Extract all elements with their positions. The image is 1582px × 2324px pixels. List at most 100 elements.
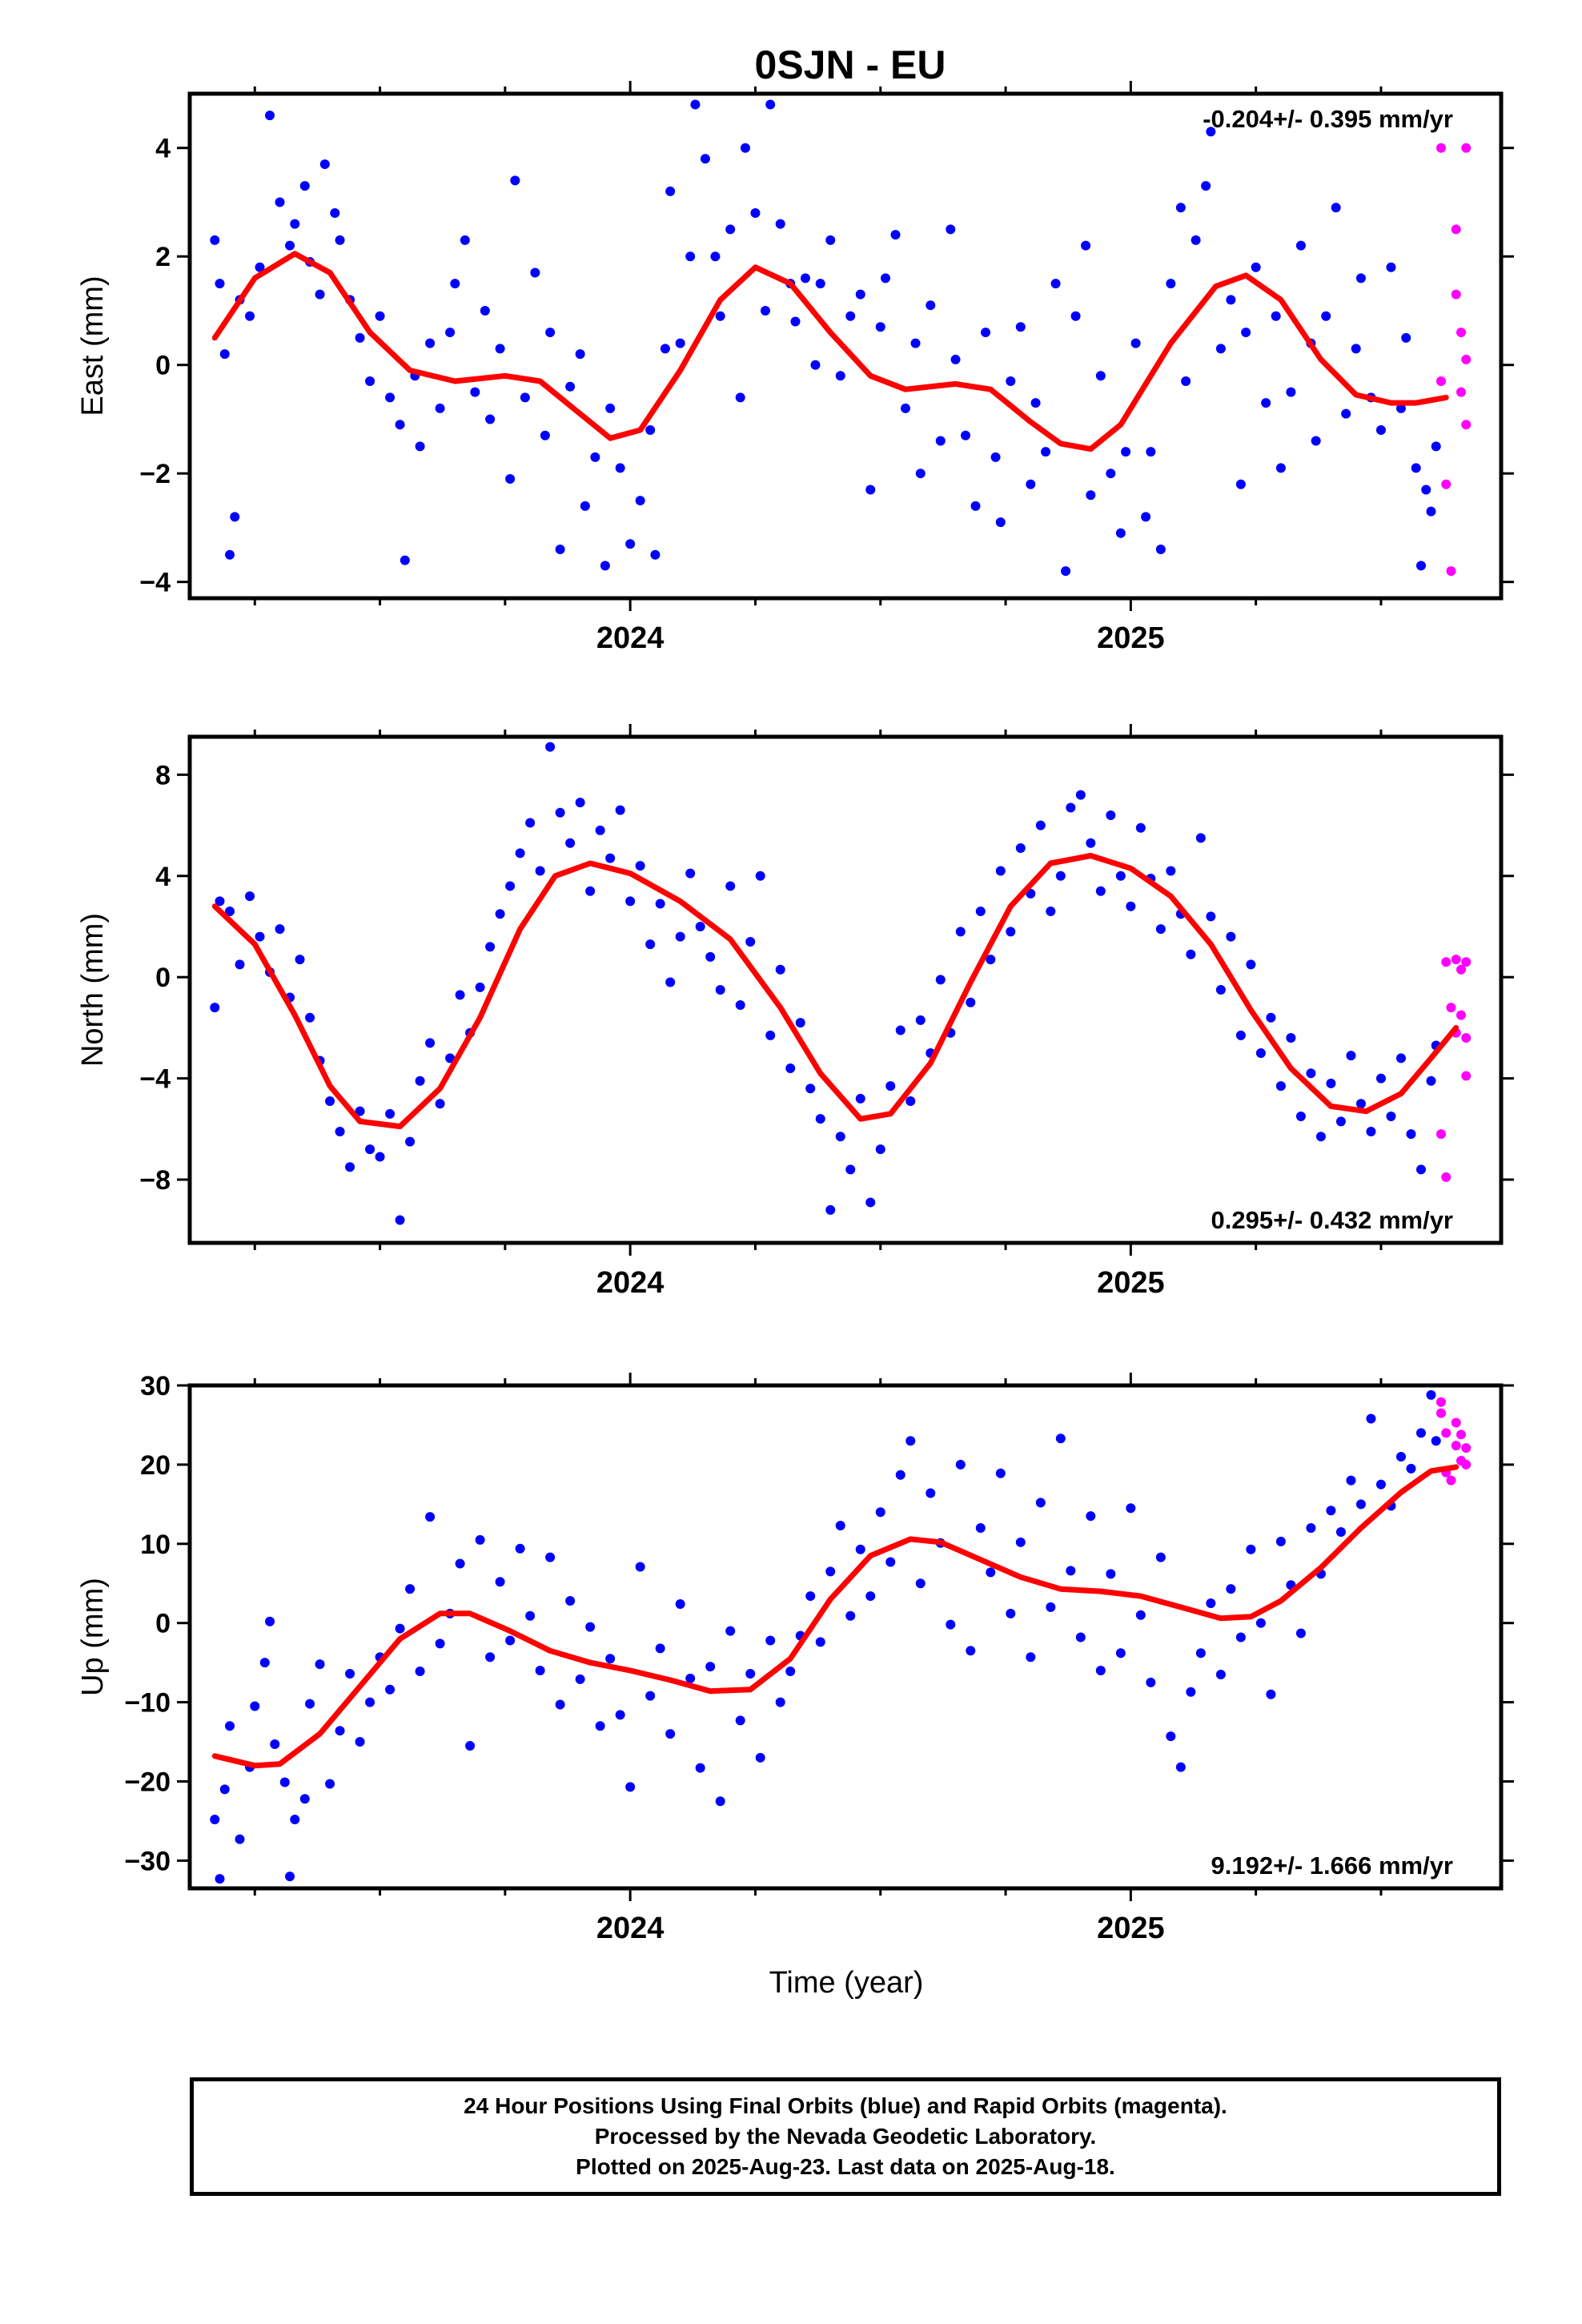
east-final-point: [480, 305, 490, 316]
east-final-point: [690, 99, 701, 110]
north-final-point: [545, 742, 556, 752]
east-final-point: [1431, 441, 1441, 452]
up-xtick-label: 2024: [596, 1912, 665, 1945]
footer-line-2: Processed by the Nevada Geodetic Laborat…: [594, 2124, 1097, 2149]
up-final-point: [595, 1721, 605, 1731]
east-final-point: [935, 436, 946, 446]
east-final-point: [810, 360, 821, 370]
east-final-point: [1275, 463, 1286, 473]
north-final-point: [695, 922, 705, 931]
east-final-point: [510, 175, 520, 186]
east-rate-label: -0.204+/- 0.395 mm/yr: [1203, 105, 1453, 133]
north-rapid-point: [1461, 1033, 1472, 1043]
footer-line-3: Plotted on 2025-Aug-23. Last data on 202…: [576, 2154, 1115, 2179]
up-plot-frame: [187, 1383, 1504, 1891]
north-final-point: [855, 1093, 865, 1104]
east-final-point: [400, 555, 410, 565]
east-final-point: [675, 338, 685, 348]
up-final-point: [1046, 1602, 1056, 1612]
up-final-point: [1015, 1537, 1026, 1547]
north-final-point: [1375, 1073, 1386, 1084]
north-final-point: [365, 1144, 375, 1155]
east-final-point: [299, 181, 310, 191]
north-final-point: [1266, 1012, 1276, 1023]
up-final-point: [575, 1674, 585, 1684]
up-final-point: [905, 1436, 916, 1446]
up-final-point: [495, 1577, 505, 1587]
north-final-point: [1295, 1112, 1306, 1121]
north-final-point: [725, 881, 736, 891]
east-final-point: [1006, 376, 1016, 387]
up-final-point: [725, 1626, 736, 1636]
up-final-point: [1095, 1666, 1106, 1676]
east-final-point: [715, 311, 725, 321]
east-final-point: [1421, 485, 1431, 495]
up-final-point: [1335, 1526, 1346, 1537]
north-final-point: [525, 818, 536, 828]
north-ytick-label: 4: [155, 862, 171, 892]
up-final-point: [415, 1667, 425, 1677]
north-final-point: [375, 1152, 385, 1162]
east-final-point: [750, 208, 761, 219]
north-final-point: [955, 927, 966, 937]
north-final-point: [665, 977, 676, 987]
up-final-point: [1346, 1475, 1356, 1486]
north-xtick-label: 2025: [1097, 1266, 1165, 1300]
north-final-point: [210, 1003, 220, 1013]
up-final-point: [1186, 1687, 1196, 1697]
up-final-point: [475, 1534, 485, 1545]
east-final-point: [1215, 344, 1226, 354]
east-final-point: [1081, 240, 1091, 251]
north-final-point: [1426, 1076, 1436, 1086]
north-final-point: [415, 1076, 425, 1086]
up-final-point: [995, 1468, 1006, 1478]
east-final-point: [1241, 328, 1251, 338]
east-final-point: [961, 430, 971, 440]
up-final-point: [765, 1635, 776, 1646]
north-ytick-label: −8: [139, 1165, 171, 1196]
north-final-point: [245, 891, 255, 902]
up-final-point: [1306, 1523, 1316, 1534]
up-final-point: [625, 1782, 636, 1792]
north-final-point: [1335, 1116, 1346, 1127]
north-final-point: [675, 931, 685, 942]
up-final-point: [926, 1488, 936, 1498]
north-final-point: [1386, 1112, 1396, 1121]
up-final-point: [605, 1654, 616, 1664]
east-final-point: [1191, 235, 1201, 245]
east-final-point: [505, 473, 516, 484]
east-final-point: [1415, 561, 1426, 571]
up-final-point: [279, 1777, 290, 1787]
east-final-point: [645, 425, 656, 435]
east-final-point: [445, 328, 456, 338]
north-final-point: [505, 881, 516, 891]
north-final-point: [1415, 1164, 1426, 1175]
up-final-point: [1366, 1413, 1376, 1424]
north-final-point: [1346, 1051, 1356, 1061]
north-final-point: [885, 1081, 896, 1092]
north-final-point: [915, 1015, 926, 1025]
east-final-point: [575, 349, 585, 360]
up-ytick-label: −30: [124, 1846, 171, 1876]
up-final-point: [986, 1567, 996, 1578]
north-y-axis-label: North (mm): [76, 913, 110, 1067]
east-final-point: [335, 235, 345, 245]
up-final-point: [285, 1872, 295, 1882]
north-final-point: [625, 896, 636, 907]
east-final-point: [735, 392, 745, 403]
north-final-point: [1066, 802, 1076, 813]
east-panel: −4 −2 0 2 4 2024 2025 East (mm) -0.204+/- 0.395 …: [76, 81, 1514, 655]
up-final-point: [895, 1470, 905, 1480]
up-final-point: [1026, 1652, 1036, 1663]
east-final-point: [1386, 262, 1396, 272]
east-rapid-point: [1461, 354, 1472, 364]
east-final-point: [1121, 447, 1131, 457]
east-final-point: [865, 485, 876, 495]
east-final-point: [230, 512, 240, 522]
up-final-point: [635, 1562, 645, 1572]
east-final-point: [225, 549, 235, 560]
north-final-point: [445, 1053, 456, 1063]
up-final-point: [525, 1610, 536, 1621]
up-final-point: [946, 1619, 956, 1630]
east-final-point: [1295, 240, 1306, 251]
